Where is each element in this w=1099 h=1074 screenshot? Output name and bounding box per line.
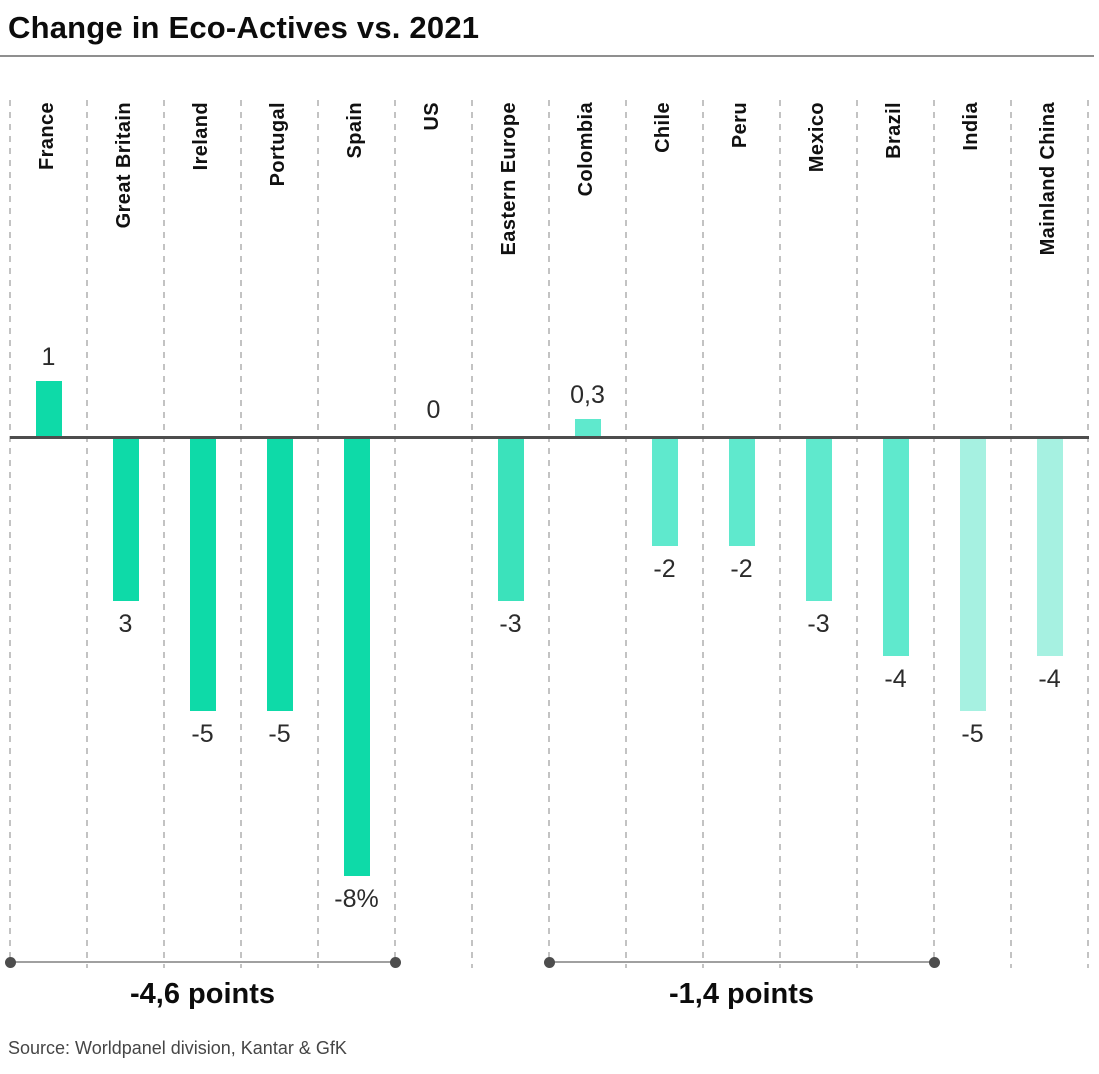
value-label-france: 1: [41, 343, 56, 371]
gridline: [471, 100, 473, 968]
bar-colombia: [574, 419, 601, 436]
bar-mainland-china: [1036, 439, 1063, 656]
country-label-mainland-china: Mainland China: [1036, 102, 1059, 256]
bar-portugal: [266, 439, 293, 711]
gridline: [86, 100, 88, 968]
country-label-ireland: Ireland: [189, 102, 212, 171]
title-divider: [0, 55, 1094, 57]
country-label-france: France: [35, 102, 58, 170]
bracket-endpoint-dot: [928, 956, 940, 968]
bar-eastern-europe: [497, 439, 524, 601]
bracket-line-0: [10, 961, 395, 963]
value-label-peru: -2: [730, 555, 753, 583]
bracket-label-1: -1,4 points: [668, 978, 815, 1010]
value-label-india: -5: [961, 720, 984, 748]
gridline: [548, 100, 550, 968]
bar-brazil: [882, 439, 909, 656]
value-label-eastern-europe: -3: [499, 610, 522, 638]
bar-france: [35, 381, 62, 436]
value-label-spain: -8%: [334, 885, 379, 913]
country-label-chile: Chile: [651, 102, 674, 153]
value-label-brazil: -4: [884, 665, 907, 693]
value-label-mexico: -3: [807, 610, 830, 638]
source-note: Source: Worldpanel division, Kantar & Gf…: [8, 1038, 347, 1058]
gridline: [856, 100, 858, 968]
value-label-mainland-china: -4: [1038, 665, 1061, 693]
bar-ireland: [189, 439, 216, 711]
country-label-mexico: Mexico: [805, 102, 828, 173]
bar-great-britain: [112, 439, 139, 601]
bar-spain: [343, 439, 370, 876]
country-label-great-britain: Great Britain: [112, 102, 135, 229]
value-label-ireland: -5: [191, 720, 214, 748]
gridline: [625, 100, 627, 968]
country-label-eastern-europe: Eastern Europe: [497, 102, 520, 256]
gridline: [1010, 100, 1012, 968]
bracket-endpoint-dot: [389, 956, 401, 968]
value-label-colombia: 0,3: [570, 381, 605, 409]
gridline: [702, 100, 704, 968]
country-label-brazil: Brazil: [882, 102, 905, 159]
value-label-chile: -2: [653, 555, 676, 583]
value-label-portugal: -5: [268, 720, 291, 748]
gridline: [240, 100, 242, 968]
value-label-us: 0: [426, 396, 441, 424]
country-label-spain: Spain: [343, 102, 366, 159]
bracket-label-0: -4,6 points: [129, 978, 276, 1010]
bar-peru: [728, 439, 755, 546]
bar-mexico: [805, 439, 832, 601]
bar-india: [959, 439, 986, 711]
bar-chile: [651, 439, 678, 546]
gridline: [394, 100, 396, 968]
bracket-line-1: [549, 961, 934, 963]
gridline: [163, 100, 165, 968]
country-label-us: US: [420, 102, 443, 131]
value-label-great-britain: 3: [118, 610, 133, 638]
gridline: [933, 100, 935, 968]
gridline: [779, 100, 781, 968]
gridline: [317, 100, 319, 968]
country-label-india: India: [959, 102, 982, 151]
country-label-peru: Peru: [728, 102, 751, 149]
bracket-endpoint-dot: [543, 956, 555, 968]
country-label-portugal: Portugal: [266, 102, 289, 187]
gridline: [9, 100, 11, 968]
gridline: [1087, 100, 1089, 968]
page-title: Change in Eco-Actives vs. 2021: [8, 10, 480, 45]
bracket-endpoint-dot: [4, 956, 16, 968]
zero-axis: [10, 436, 1089, 439]
country-label-colombia: Colombia: [574, 102, 597, 197]
